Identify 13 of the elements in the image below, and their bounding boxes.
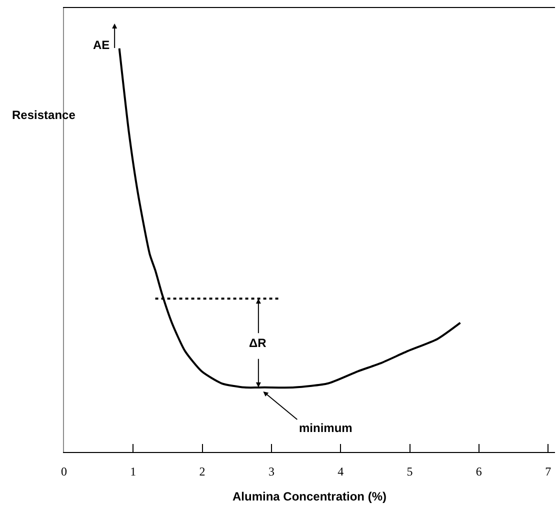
x-tick-label: 1: [130, 464, 136, 478]
x-tick-label: 3: [268, 464, 274, 478]
x-tick-label: 6: [476, 464, 482, 478]
x-tick-label: 5: [406, 464, 413, 478]
annotation: minimum: [299, 421, 352, 435]
annotation: AE: [93, 38, 110, 52]
x-tick-label: 7: [545, 464, 552, 478]
y-axis-title: Resistance: [12, 108, 76, 122]
x-axis-title: Alumina Concentration (%): [232, 489, 387, 504]
x-tick-label: 2: [199, 464, 206, 478]
x-tick-label: 4: [338, 464, 344, 478]
x-tick-label: 0: [61, 464, 67, 478]
annotation: ΔR: [249, 336, 267, 350]
